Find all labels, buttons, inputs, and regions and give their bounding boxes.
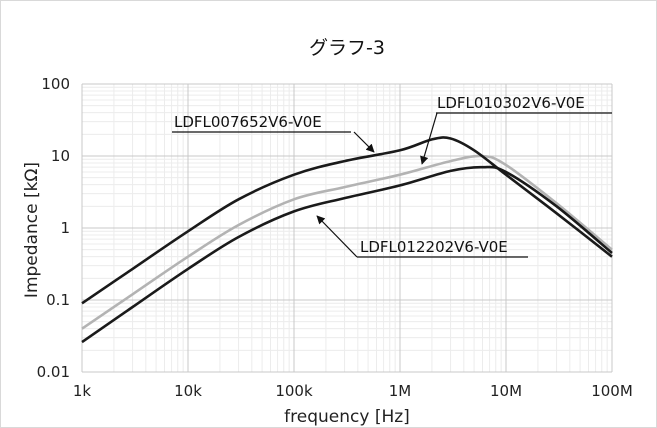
- x-tick-label: 100M: [591, 382, 633, 400]
- x-tick-label: 10k: [174, 382, 202, 400]
- annotation-label: LDFL010302V6-V0E: [437, 94, 585, 112]
- y-tick-label: 0.1: [46, 291, 70, 309]
- major-gridlines: [81, 83, 613, 373]
- x-axis-title: frequency [Hz]: [284, 407, 410, 427]
- tick-labels: 1k 10k 100k 1M 10M 100M 0.01 0.1 1 10 100: [37, 75, 633, 400]
- y-tick-label: 100: [41, 75, 70, 93]
- y-tick-label: 1: [60, 219, 70, 237]
- x-tick-label: 1k: [73, 382, 92, 400]
- annotation-arrow: [353, 131, 375, 153]
- x-tick-label: 10M: [490, 382, 522, 400]
- annotation-arrow: [316, 215, 358, 258]
- series-line-1: [81, 136, 613, 305]
- annotation-arrow: [420, 112, 438, 165]
- x-tick-label: 1M: [389, 382, 412, 400]
- y-axis-title: Impedance [kΩ]: [22, 162, 42, 298]
- y-tick-label: 0.01: [37, 363, 70, 381]
- series-line-3: [81, 165, 613, 344]
- annotation-label: LDFL007652V6-V0E: [174, 113, 322, 131]
- annotation-layer: LDFL007652V6-V0E LDFL010302V6-V0E LDFL0122…: [172, 94, 612, 258]
- x-tick-label: 100k: [275, 382, 313, 400]
- y-tick-label: 10: [51, 147, 70, 165]
- chart-title: グラフ-3: [309, 37, 385, 59]
- annotation-label: LDFL012202V6-V0E: [360, 238, 508, 256]
- series-layer: [81, 136, 613, 344]
- series-line-2: [81, 154, 613, 330]
